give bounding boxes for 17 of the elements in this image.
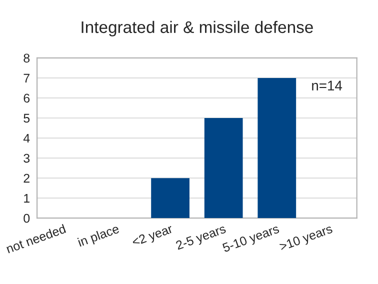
y-tick-label: 3 — [24, 154, 30, 163]
bar — [204, 118, 243, 218]
x-tick-label: >10 years — [278, 224, 334, 254]
bar — [151, 178, 190, 218]
y-tick-label: 2 — [24, 174, 30, 183]
y-tick-label: 1 — [24, 194, 30, 203]
y-tick-label: 4 — [23, 134, 30, 143]
x-tick-label: in place — [77, 224, 120, 250]
y-tick-label: 5 — [24, 114, 30, 123]
x-tick-label: <2 year — [131, 224, 174, 249]
annotation: n=14 — [312, 80, 342, 90]
bar — [258, 78, 296, 218]
y-tick-label: 8 — [24, 54, 30, 63]
y-tick-label: 6 — [24, 94, 30, 103]
y-tick-label: 0 — [24, 214, 30, 223]
y-tick-label: 7 — [24, 74, 30, 82]
chart-title: Integrated air & missile defense — [82, 20, 313, 36]
